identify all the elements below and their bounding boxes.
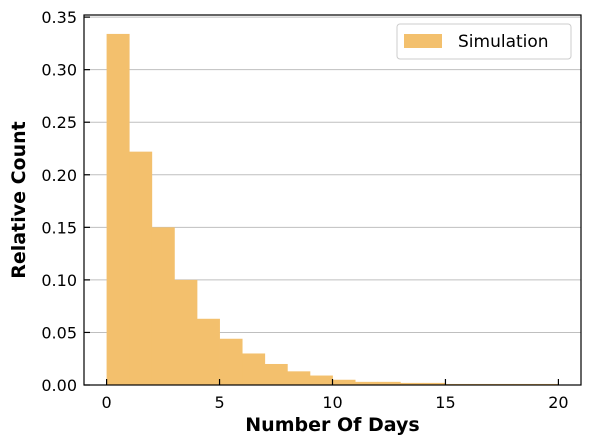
- legend-swatch: [404, 34, 442, 48]
- x-tick-label-2: 10: [322, 393, 342, 412]
- bar-10: [332, 379, 356, 385]
- y-axis-title: Relative Count: [8, 121, 30, 278]
- histogram-bars: [106, 33, 559, 385]
- bar-14: [422, 382, 446, 385]
- bar-4: [196, 318, 220, 385]
- y-tick-label-3: 0.15: [41, 218, 77, 237]
- bar-13: [400, 382, 424, 385]
- bar-12: [377, 381, 401, 385]
- y-tick-label-7: 0.35: [41, 8, 77, 27]
- y-tick-label-0: 0.00: [41, 376, 77, 395]
- x-tick-label-1: 5: [214, 393, 224, 412]
- bar-0: [106, 33, 130, 385]
- axis-ticks: 0 5 10 15 20 0.00 0.05 0.10 0.15 0.20 0.25 0.30 0.35: [41, 8, 568, 412]
- y-tick-label-2: 0.10: [41, 271, 77, 290]
- y-tick-label-1: 0.05: [41, 323, 77, 342]
- bar-8: [287, 371, 311, 385]
- legend: Simulation: [396, 23, 572, 60]
- bar-7: [264, 363, 288, 385]
- legend-entry-simulation: Simulation: [458, 32, 549, 52]
- x-tick-label-4: 20: [548, 393, 568, 412]
- bar-11: [355, 381, 379, 385]
- bar-5: [219, 338, 243, 385]
- y-tick-label-5: 0.25: [41, 113, 77, 132]
- y-tick-label-6: 0.30: [41, 61, 77, 80]
- bar-6: [242, 353, 266, 385]
- bar-9: [309, 375, 333, 385]
- bar-3: [174, 279, 198, 385]
- legend-box: [396, 23, 572, 60]
- y-tick-label-4: 0.20: [41, 166, 77, 185]
- x-tick-label-0: 0: [101, 393, 111, 412]
- x-tick-label-3: 15: [435, 393, 455, 412]
- bar-1: [129, 151, 153, 385]
- bar-2: [151, 227, 175, 385]
- x-axis-title: Number Of Days: [245, 414, 419, 436]
